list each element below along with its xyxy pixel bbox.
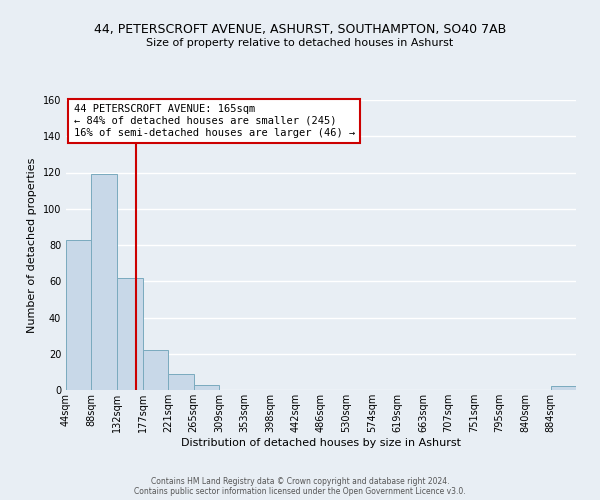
Text: 44, PETERSCROFT AVENUE, ASHURST, SOUTHAMPTON, SO40 7AB: 44, PETERSCROFT AVENUE, ASHURST, SOUTHAM… [94, 22, 506, 36]
Text: Contains public sector information licensed under the Open Government Licence v3: Contains public sector information licen… [134, 488, 466, 496]
Y-axis label: Number of detached properties: Number of detached properties [27, 158, 37, 332]
Bar [193, 384, 219, 390]
Bar [66, 240, 91, 390]
X-axis label: Distribution of detached houses by size in Ashurst: Distribution of detached houses by size … [181, 438, 461, 448]
Bar [551, 386, 576, 390]
Text: 44 PETERSCROFT AVENUE: 165sqm
← 84% of detached houses are smaller (245)
16% of : 44 PETERSCROFT AVENUE: 165sqm ← 84% of d… [74, 104, 355, 138]
Bar [91, 174, 117, 390]
Bar [117, 278, 143, 390]
Bar [168, 374, 194, 390]
Text: Contains HM Land Registry data © Crown copyright and database right 2024.: Contains HM Land Registry data © Crown c… [151, 478, 449, 486]
Bar [143, 350, 168, 390]
Text: Size of property relative to detached houses in Ashurst: Size of property relative to detached ho… [146, 38, 454, 48]
